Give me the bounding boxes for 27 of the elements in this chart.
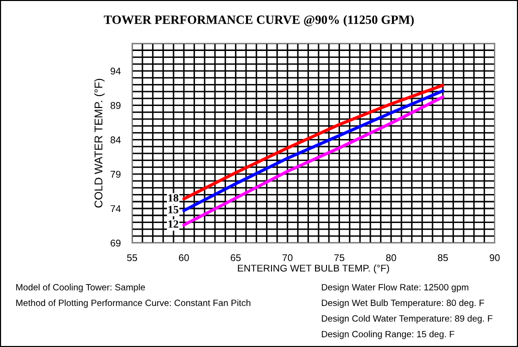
text: Design Cold Water Temperature: 89 deg. F	[322, 315, 492, 324]
y-tick-label: 94	[110, 68, 121, 75]
x-tick-label: 90	[490, 254, 500, 262]
series-label: 18	[168, 194, 178, 202]
x-tick-label: 70	[282, 254, 293, 262]
text: Method of Plotting Performance Curve: Constant Fan Pitch	[16, 299, 250, 308]
series-label: 12	[168, 220, 178, 228]
x-tick-label: 80	[386, 254, 396, 262]
y-axis-title: COLD WATER TEMP. (°F)	[94, 78, 105, 208]
x-tick-label: 85	[438, 254, 448, 262]
y-tick-label: 89	[110, 102, 121, 109]
chart-title: TOWER PERFORMANCE CURVE @90% (11250 GPM)	[104, 15, 414, 26]
x-tick-label: 65	[230, 254, 241, 262]
x-tick-label: 55	[127, 254, 138, 262]
text: Model of Cooling Tower: Sample	[16, 284, 145, 292]
y-tick-label: 69	[110, 240, 121, 247]
x-tick-label: 75	[334, 254, 344, 262]
text: Design Water Flow Rate: 12500 gpm	[322, 284, 468, 292]
y-tick-label: 79	[110, 170, 121, 178]
y-tick-label: 84	[110, 136, 121, 144]
x-tick-label: 60	[178, 254, 189, 262]
series-label: 15	[168, 206, 178, 214]
text: Design Cooling Range: 15 deg. F	[322, 330, 454, 340]
x-axis-title: ENTERING WET BULB TEMP. (°F)	[238, 264, 390, 274]
y-tick-label: 74	[110, 205, 121, 212]
line-series	[182, 96, 444, 227]
text: Design Wet Bulb Temperature: 80 deg. F	[322, 299, 484, 308]
